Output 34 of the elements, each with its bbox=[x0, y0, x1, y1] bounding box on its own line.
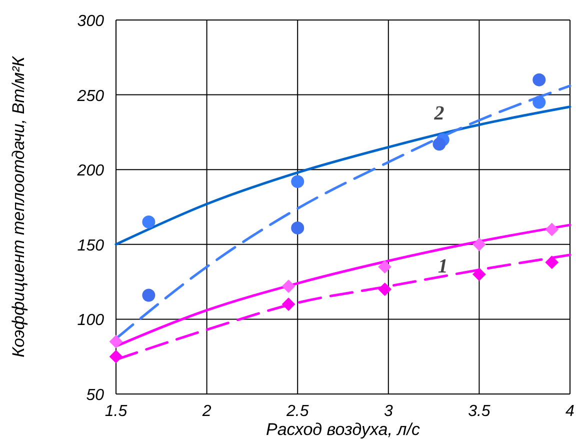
point bbox=[142, 288, 156, 302]
point bbox=[472, 238, 486, 251]
y-tick-label: 100 bbox=[77, 312, 104, 330]
point bbox=[291, 221, 304, 234]
point bbox=[142, 215, 156, 228]
line-series bbox=[114, 106, 572, 246]
y-tick-label: 250 bbox=[76, 88, 104, 105]
point bbox=[110, 335, 122, 348]
point bbox=[110, 350, 122, 364]
x-tick-label: 3 bbox=[384, 403, 393, 420]
point bbox=[282, 280, 296, 293]
point bbox=[545, 222, 558, 236]
x-tick-label: 3.5 bbox=[468, 403, 490, 420]
point bbox=[291, 175, 304, 188]
x-tick-label: 2.5 bbox=[285, 403, 309, 420]
point bbox=[532, 73, 546, 86]
point bbox=[282, 298, 296, 311]
x-tick-label: 1.5 bbox=[104, 403, 128, 420]
x-axis-title: Расход воздуха, л/с bbox=[266, 420, 420, 439]
point bbox=[432, 138, 446, 151]
y-axis-title: Коэффициент теплоотдачи, Вт/м²К bbox=[9, 56, 28, 358]
point bbox=[378, 260, 392, 274]
x-tick-label: 2 bbox=[201, 403, 212, 420]
y-tick-label: 50 bbox=[86, 387, 104, 404]
annotation: 2 bbox=[433, 102, 444, 125]
y-tick-label: 150 bbox=[77, 237, 104, 254]
point bbox=[532, 96, 546, 109]
point bbox=[472, 268, 486, 281]
x-tick-label: 4 bbox=[566, 403, 575, 420]
point bbox=[378, 282, 392, 296]
y-tick-label: 200 bbox=[76, 162, 104, 180]
annotation: 1 bbox=[438, 255, 448, 278]
point bbox=[545, 256, 558, 269]
y-tick-label: 300 bbox=[77, 13, 104, 30]
